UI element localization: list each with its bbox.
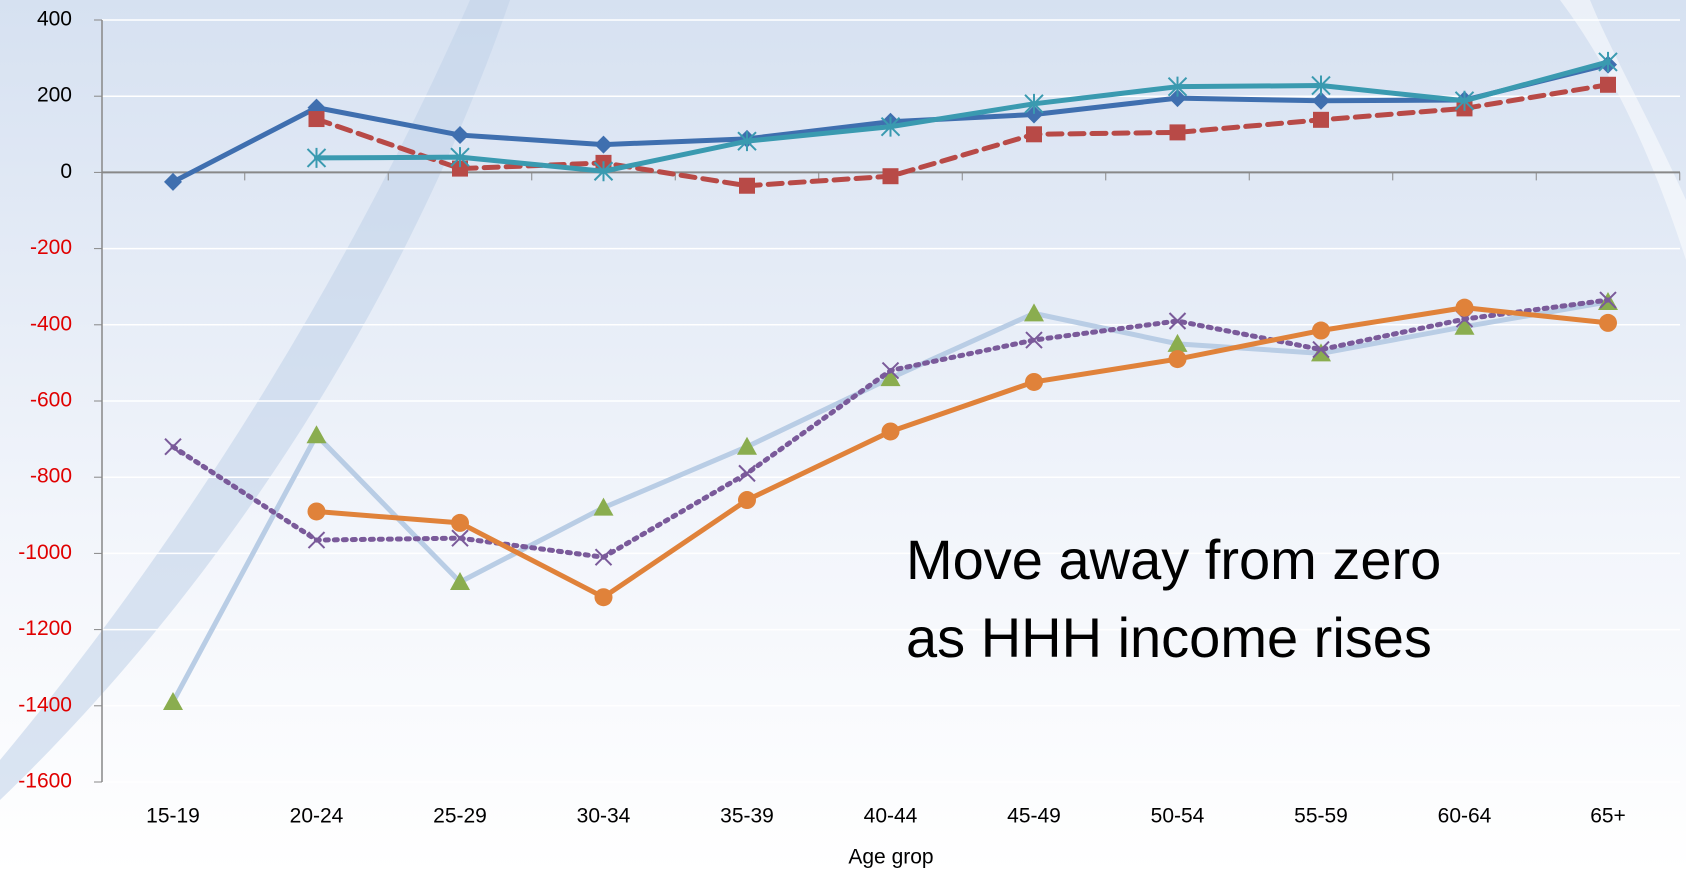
marker bbox=[451, 513, 469, 532]
y-tick-label: -1400 bbox=[18, 693, 72, 716]
y-tick-label: 0 bbox=[60, 160, 72, 183]
x-tick-label: 40-44 bbox=[864, 805, 918, 828]
marker bbox=[880, 116, 901, 137]
marker bbox=[594, 135, 613, 154]
x-tick-label: 45-49 bbox=[1007, 805, 1061, 828]
marker bbox=[881, 361, 900, 380]
x-axis-label: Age grop bbox=[848, 846, 933, 869]
marker bbox=[1168, 89, 1187, 108]
marker bbox=[739, 177, 755, 194]
marker bbox=[1599, 291, 1617, 309]
marker bbox=[1167, 333, 1188, 352]
marker bbox=[451, 529, 469, 547]
marker bbox=[1455, 298, 1474, 317]
marker bbox=[307, 502, 326, 521]
marker bbox=[306, 147, 327, 168]
marker bbox=[1312, 340, 1330, 359]
marker bbox=[1599, 313, 1617, 332]
y-tick-label: -800 bbox=[30, 465, 72, 488]
marker bbox=[1025, 331, 1043, 349]
marker bbox=[737, 436, 757, 455]
x-tick-label: 30-34 bbox=[577, 805, 631, 828]
marker bbox=[306, 425, 327, 444]
y-tick-label: 200 bbox=[37, 84, 72, 107]
marker bbox=[881, 422, 900, 441]
marker bbox=[1600, 76, 1616, 93]
y-tick-label: -400 bbox=[30, 312, 72, 335]
marker bbox=[450, 571, 470, 590]
marker bbox=[882, 168, 899, 185]
x-tick-label: 35-39 bbox=[720, 805, 774, 828]
x-tick-label: 55-59 bbox=[1294, 805, 1348, 828]
marker bbox=[1024, 303, 1044, 322]
y-tick-label: 400 bbox=[37, 8, 72, 31]
marker bbox=[1454, 90, 1475, 111]
x-tick-label: 25-29 bbox=[433, 805, 487, 828]
marker bbox=[452, 160, 468, 177]
marker bbox=[593, 497, 614, 516]
x-tick-label: 20-24 bbox=[290, 805, 344, 828]
marker bbox=[1312, 321, 1330, 340]
marker bbox=[308, 111, 325, 128]
marker bbox=[594, 548, 613, 566]
marker bbox=[1025, 372, 1043, 391]
y-tick-label: -200 bbox=[30, 236, 72, 259]
marker bbox=[737, 131, 757, 152]
x-tick-label: 65+ bbox=[1590, 805, 1626, 828]
marker bbox=[1311, 75, 1331, 96]
y-tick-label: -1600 bbox=[18, 770, 72, 793]
series-line bbox=[314, 305, 1611, 600]
y-tick-label: -1200 bbox=[18, 617, 72, 640]
marker bbox=[164, 172, 182, 191]
marker bbox=[593, 161, 614, 182]
x-tick-label: 60-64 bbox=[1438, 805, 1492, 828]
marker bbox=[1313, 111, 1329, 128]
marker bbox=[880, 368, 901, 387]
marker bbox=[1168, 350, 1187, 369]
marker bbox=[1025, 105, 1043, 124]
marker bbox=[1026, 126, 1042, 143]
marker bbox=[163, 691, 183, 710]
marker bbox=[738, 464, 756, 483]
decor-swoosh bbox=[0, 0, 510, 800]
marker bbox=[1454, 316, 1475, 335]
marker bbox=[1312, 91, 1330, 110]
marker bbox=[450, 147, 470, 168]
marker bbox=[451, 126, 469, 145]
marker bbox=[1311, 343, 1331, 362]
marker bbox=[1168, 312, 1187, 330]
annotation: as HHH income rises bbox=[906, 606, 1432, 669]
y-tick-label: -1000 bbox=[18, 541, 72, 564]
marker bbox=[594, 588, 613, 607]
marker bbox=[307, 531, 326, 549]
marker bbox=[1169, 124, 1186, 141]
y-tick-label: -600 bbox=[30, 389, 72, 412]
marker bbox=[738, 491, 756, 510]
annotation: Move away from zero bbox=[906, 528, 1441, 591]
marker bbox=[164, 438, 182, 456]
x-tick-label: 15-19 bbox=[146, 805, 200, 828]
x-tick-label: 50-54 bbox=[1151, 805, 1205, 828]
marker bbox=[1598, 51, 1618, 72]
marker bbox=[1167, 76, 1188, 97]
marker bbox=[1024, 93, 1044, 114]
series-line bbox=[314, 59, 1611, 174]
